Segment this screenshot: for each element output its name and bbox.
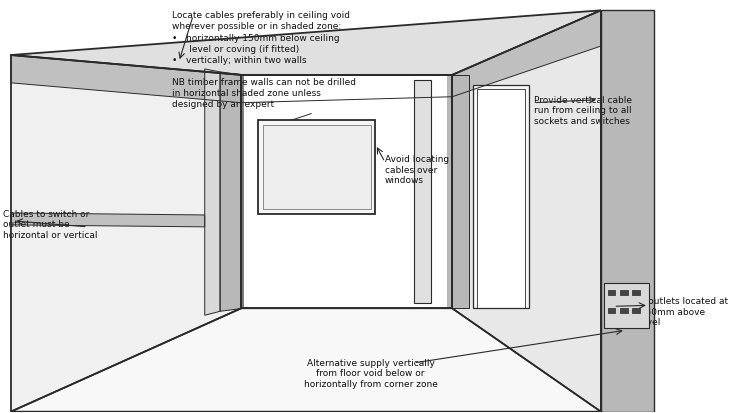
Bar [620, 309, 628, 313]
Polygon shape [11, 11, 601, 76]
Polygon shape [604, 284, 649, 328]
Text: Cables to switch or
outlet must be
horizontal or vertical: Cables to switch or outlet must be horiz… [3, 209, 98, 239]
Polygon shape [11, 214, 205, 227]
Polygon shape [11, 309, 601, 412]
Polygon shape [473, 85, 529, 309]
Text: Alternative supply vertically
from floor void below or
horizontally from corner : Alternative supply vertically from floor… [304, 358, 437, 388]
Polygon shape [448, 76, 452, 309]
Polygon shape [11, 56, 242, 103]
Polygon shape [477, 90, 525, 309]
Bar [632, 291, 640, 296]
Text: Provide vertical cable
run from ceiling to all
sockets and switches: Provide vertical cable run from ceiling … [534, 95, 632, 125]
Polygon shape [452, 11, 601, 412]
Text: Avoid locating
cables over
windows: Avoid locating cables over windows [385, 155, 449, 185]
Polygon shape [601, 11, 653, 412]
Bar [608, 291, 615, 296]
Bar [632, 309, 640, 313]
Polygon shape [452, 76, 470, 309]
Text: Locate cables preferably in ceiling void
wherever possible or in shaded zone:
• : Locate cables preferably in ceiling void… [172, 11, 356, 109]
Polygon shape [11, 56, 242, 412]
Bar [620, 291, 628, 296]
Polygon shape [220, 73, 243, 311]
Polygon shape [242, 76, 452, 309]
Text: Socket outlets located at
least 450mm above
floor level: Socket outlets located at least 450mm ab… [615, 297, 728, 326]
Bar [608, 309, 615, 313]
Polygon shape [414, 81, 431, 304]
Polygon shape [263, 125, 370, 209]
Polygon shape [242, 76, 452, 103]
Polygon shape [452, 11, 601, 97]
Polygon shape [205, 70, 220, 316]
Polygon shape [259, 120, 376, 214]
